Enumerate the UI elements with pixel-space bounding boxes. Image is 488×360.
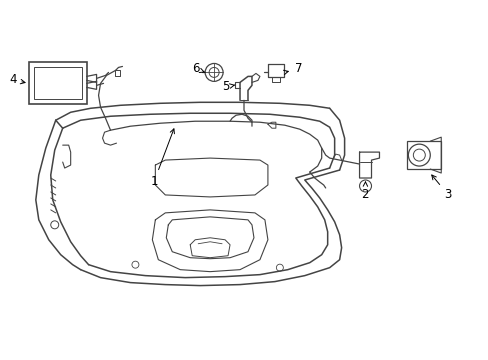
Text: 1: 1 bbox=[150, 129, 174, 188]
Text: 2: 2 bbox=[361, 182, 368, 201]
Text: 5: 5 bbox=[222, 80, 235, 93]
Text: 4: 4 bbox=[9, 73, 25, 86]
Text: 7: 7 bbox=[283, 62, 302, 75]
Text: 3: 3 bbox=[431, 175, 451, 201]
Bar bbox=[34, 67, 81, 99]
Bar bbox=[29, 62, 86, 104]
Text: 6: 6 bbox=[192, 62, 204, 75]
Bar bbox=[407, 141, 440, 169]
